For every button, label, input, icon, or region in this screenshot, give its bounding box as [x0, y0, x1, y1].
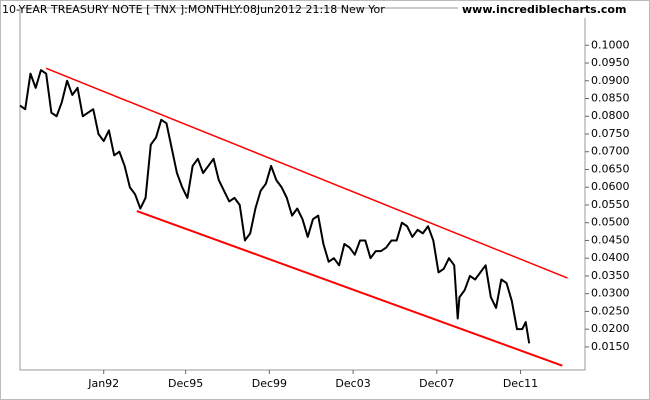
x-tick-label: Dec95 — [168, 377, 203, 390]
price-line — [19, 69, 531, 344]
trendline — [45, 67, 568, 279]
y-tick-label: 0.0200 — [591, 322, 630, 335]
y-tick-label: 0.0300 — [591, 287, 630, 300]
y-tick-label: 0.0900 — [591, 74, 630, 87]
x-tick-label: Dec99 — [252, 377, 287, 390]
y-tick-label: 0.0350 — [591, 269, 630, 282]
y-tick-label: 0.0700 — [591, 145, 630, 158]
watermark-bg — [458, 1, 648, 18]
y-tick-label: 0.0150 — [591, 340, 630, 353]
y-tick-label: 0.0800 — [591, 109, 630, 122]
y-tick-label: 0.1000 — [591, 38, 630, 51]
y-tick-label: 0.0750 — [591, 127, 630, 140]
x-tick-label: Jan92 — [87, 377, 119, 390]
y-tick-label: 0.0400 — [591, 251, 630, 264]
y-tick-label: 0.0450 — [591, 233, 630, 246]
trendline — [136, 210, 563, 367]
chart-title: 10-YEAR TREASURY NOTE [ TNX ]:MONTHLY:08… — [2, 3, 385, 16]
y-tick-label: 0.0250 — [591, 304, 630, 317]
y-tick-label: 0.0950 — [591, 56, 630, 69]
y-tick-label: 0.0600 — [591, 180, 630, 193]
watermark: www.incrediblecharts.com — [462, 3, 626, 16]
y-tick-label: 0.0650 — [591, 162, 630, 175]
y-tick-label: 0.0500 — [591, 216, 630, 229]
plot-area — [19, 7, 586, 371]
x-tick-label: Dec03 — [335, 377, 370, 390]
y-tick-label: 0.0550 — [591, 198, 630, 211]
y-tick-label: 0.0850 — [591, 92, 630, 105]
x-tick-label: Dec07 — [419, 377, 454, 390]
x-tick-label: Dec11 — [503, 377, 538, 390]
